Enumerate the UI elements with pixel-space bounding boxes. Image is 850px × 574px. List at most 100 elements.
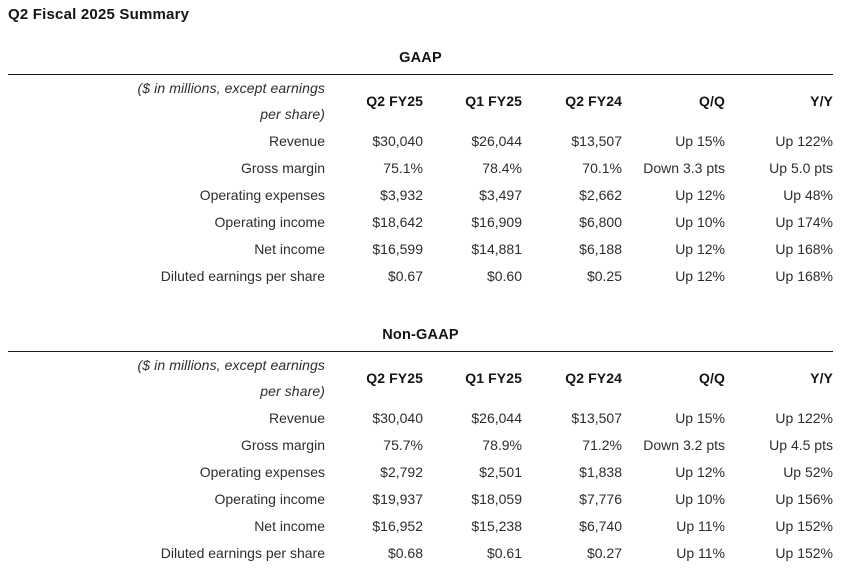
cell-value: $0.68 <box>387 544 423 561</box>
table-row: Gross margin 75.1% 78.4% 70.1% Down 3.3 pts U… <box>8 154 833 181</box>
units-note-cell: ($ in millions, except earnings per shar… <box>8 75 325 128</box>
gaap-header-row: ($ in millions, except earnings per shar… <box>8 75 833 128</box>
cell-value: $26,044 <box>471 409 522 426</box>
cell-value: Up 52% <box>783 463 833 480</box>
gaap-section: GAAP ($ in millions, except earnings per… <box>8 50 841 289</box>
cell-value: $6,740 <box>579 517 622 534</box>
units-note-line-2: per share) <box>260 106 325 122</box>
column-header-q2-fy24: Q2 FY24 <box>565 370 622 386</box>
non-gaap-section: Non-GAAP ($ in millions, except earnings… <box>8 327 841 566</box>
cell-value: Up 11% <box>676 544 725 561</box>
table-row: Revenue $30,040 $26,044 $13,507 Up 15% Up 122… <box>8 127 833 154</box>
cell-value: $2,662 <box>579 186 622 203</box>
cell-value: $2,501 <box>479 463 522 480</box>
column-header-q1-fy25: Q1 FY25 <box>465 370 522 386</box>
cell-value: Up 5.0 pts <box>769 159 833 176</box>
row-label: Net income <box>254 517 325 534</box>
cell-value: $14,881 <box>471 240 522 257</box>
table-row: Diluted earnings per share $0.67 $0.60 $0.2… <box>8 262 833 289</box>
table-row: Diluted earnings per share $0.68 $0.61 $0.2… <box>8 539 833 566</box>
cell-value: $13,507 <box>571 132 622 149</box>
cell-value: $3,932 <box>380 186 423 203</box>
row-label: Revenue <box>268 409 325 426</box>
cell-value: 78.4% <box>482 159 522 176</box>
table-row: Operating expenses $2,792 $2,501 $1,838 Up 1… <box>8 458 833 485</box>
cell-value: $6,188 <box>579 240 622 257</box>
cell-value: $15,238 <box>471 517 522 534</box>
table-row: Net income $16,952 $15,238 $6,740 Up 11% Up 1… <box>8 512 833 539</box>
cell-value: Up 12% <box>675 463 725 480</box>
cell-value: Up 10% <box>675 490 725 507</box>
non-gaap-table-title: Non-GAAP <box>382 327 459 343</box>
cell-value: $19,937 <box>372 490 423 507</box>
cell-value: $26,044 <box>471 132 522 149</box>
column-header-yy: Y/Y <box>810 370 833 386</box>
cell-value: 71.2% <box>582 436 622 453</box>
cell-value: Up 10% <box>675 213 725 230</box>
cell-value: $0.60 <box>486 267 522 284</box>
row-label: Operating income <box>214 213 325 230</box>
cell-value: Up 174% <box>775 213 833 230</box>
cell-value: Up 168% <box>775 240 833 257</box>
page-title: Q2 Fiscal 2025 Summary <box>8 6 190 23</box>
cell-value: $6,800 <box>579 213 622 230</box>
cell-value: $13,507 <box>571 409 622 426</box>
units-note-cell: ($ in millions, except earnings per shar… <box>8 352 325 405</box>
units-note-line-1: ($ in millions, except earnings <box>137 80 325 96</box>
cell-value: 75.7% <box>383 436 423 453</box>
column-header-yy: Y/Y <box>810 93 833 109</box>
row-label: Gross margin <box>240 159 325 176</box>
gaap-table-title: GAAP <box>399 50 442 66</box>
cell-value: Up 48% <box>783 186 833 203</box>
cell-value: Up 156% <box>775 490 833 507</box>
row-label: Gross margin <box>240 436 325 453</box>
gaap-table: ($ in millions, except earnings per shar… <box>8 74 833 289</box>
cell-value: Up 168% <box>775 267 833 284</box>
cell-value: $18,059 <box>471 490 522 507</box>
table-row: Operating income $18,642 $16,909 $6,800 Up 1… <box>8 208 833 235</box>
cell-value: Up 122% <box>775 132 833 149</box>
table-row: Operating expenses $3,932 $3,497 $2,662 Up 1… <box>8 181 833 208</box>
cell-value: Up 12% <box>675 240 725 257</box>
cell-value: Up 11% <box>676 517 725 534</box>
cell-value: Down 3.3 pts <box>643 159 725 176</box>
cell-value: Up 12% <box>675 186 725 203</box>
column-header-q1-fy25: Q1 FY25 <box>465 93 522 109</box>
cell-value: $30,040 <box>372 409 423 426</box>
cell-value: $18,642 <box>372 213 423 230</box>
cell-value: Up 152% <box>775 544 833 561</box>
cell-value: $0.25 <box>586 267 622 284</box>
row-label: Operating income <box>214 490 325 507</box>
cell-value: $0.61 <box>486 544 522 561</box>
column-header-q2-fy24: Q2 FY24 <box>565 93 622 109</box>
cell-value: $2,792 <box>380 463 423 480</box>
row-label: Operating expenses <box>199 186 325 203</box>
cell-value: Down 3.2 pts <box>643 436 725 453</box>
units-note-line-2: per share) <box>260 383 325 399</box>
table-row: Gross margin 75.7% 78.9% 71.2% Down 3.2 pts U… <box>8 431 833 458</box>
cell-value: $0.27 <box>586 544 622 561</box>
cell-value: Up 122% <box>775 409 833 426</box>
column-header-q2-fy25: Q2 FY25 <box>366 93 423 109</box>
column-header-qq: Q/Q <box>699 370 725 386</box>
table-row: Net income $16,599 $14,881 $6,188 Up 12% Up 1… <box>8 235 833 262</box>
units-note-line-1: ($ in millions, except earnings <box>137 357 325 373</box>
column-header-qq: Q/Q <box>699 93 725 109</box>
row-label: Diluted earnings per share <box>160 267 325 284</box>
cell-value: Up 4.5 pts <box>769 436 833 453</box>
cell-value: Up 12% <box>675 267 725 284</box>
cell-value: $16,599 <box>372 240 423 257</box>
column-header-q2-fy25: Q2 FY25 <box>366 370 423 386</box>
non-gaap-table: ($ in millions, except earnings per shar… <box>8 351 833 566</box>
row-label: Revenue <box>268 132 325 149</box>
row-label: Operating expenses <box>199 463 325 480</box>
cell-value: $16,909 <box>471 213 522 230</box>
cell-value: Up 15% <box>675 132 725 149</box>
cell-value: Up 15% <box>675 409 725 426</box>
cell-value: Up 152% <box>775 517 833 534</box>
cell-value: 70.1% <box>582 159 622 176</box>
cell-value: $30,040 <box>372 132 423 149</box>
cell-value: $0.67 <box>387 267 423 284</box>
cell-value: $3,497 <box>479 186 522 203</box>
